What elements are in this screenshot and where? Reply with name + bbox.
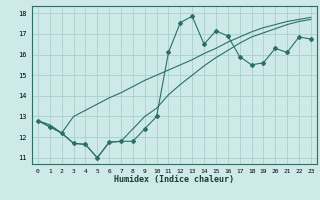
X-axis label: Humidex (Indice chaleur): Humidex (Indice chaleur) <box>115 175 234 184</box>
